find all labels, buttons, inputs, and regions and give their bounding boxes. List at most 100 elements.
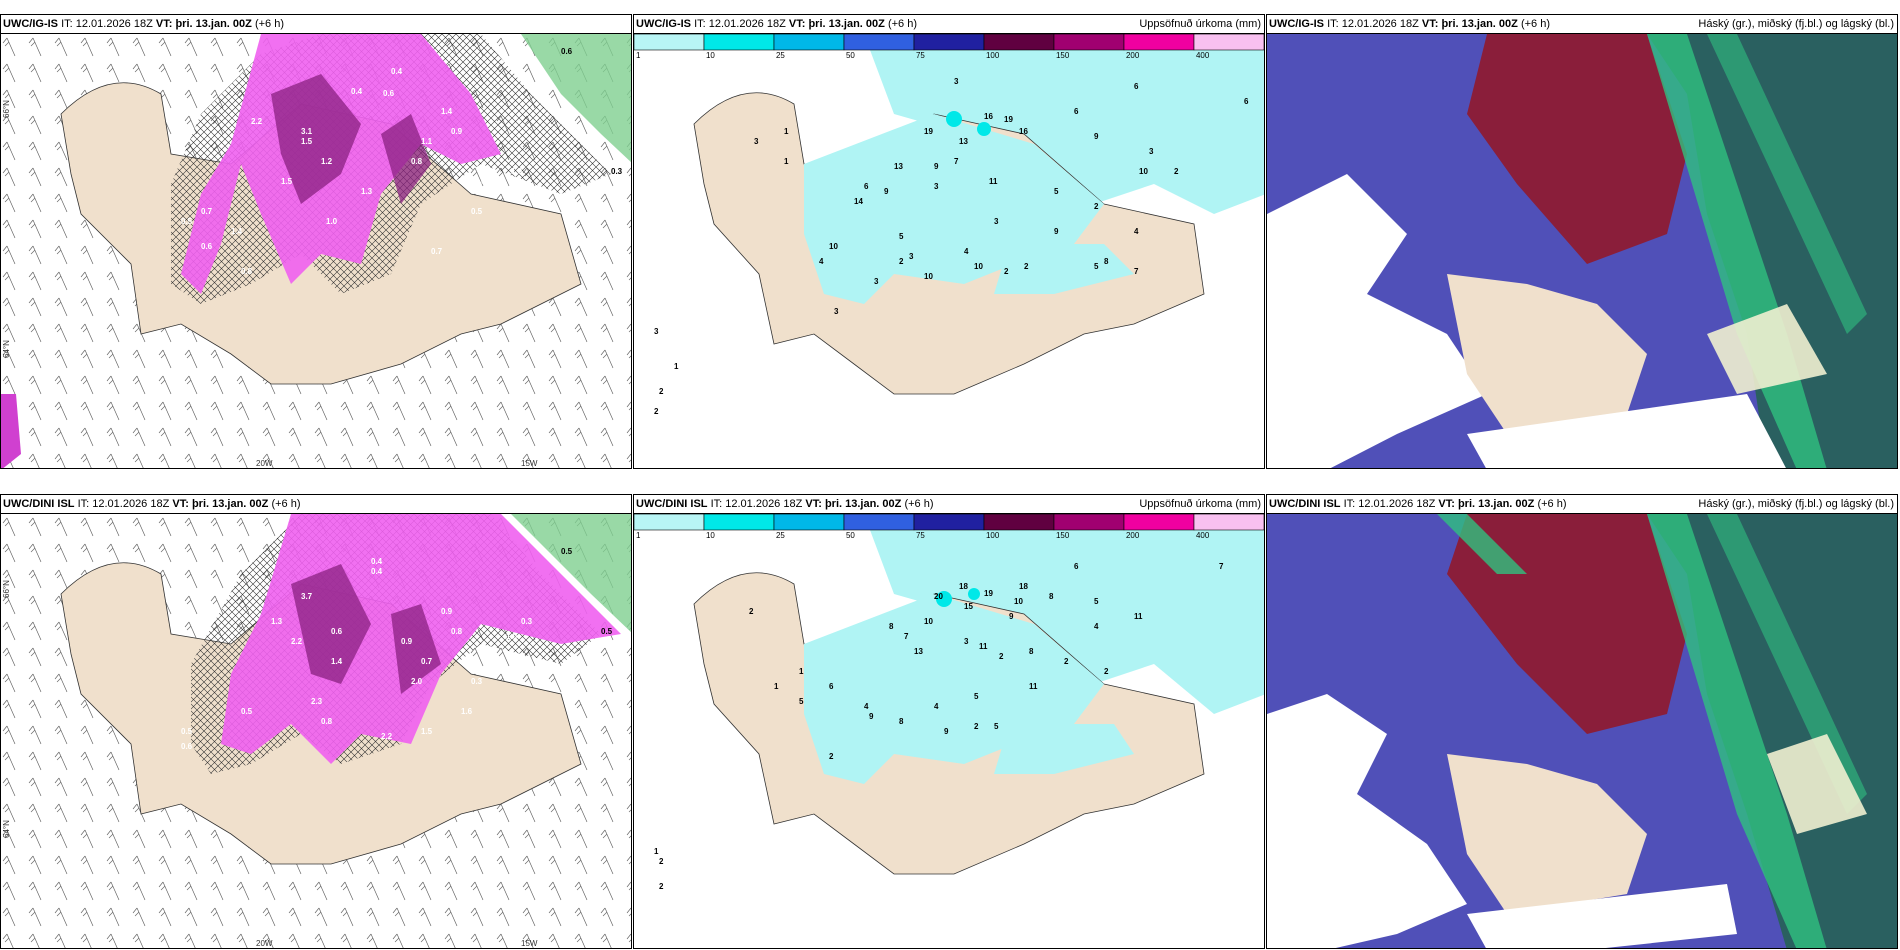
svg-text:1.4: 1.4 bbox=[231, 227, 243, 236]
snow-dark bbox=[291, 564, 441, 694]
svg-text:0.4: 0.4 bbox=[391, 67, 403, 76]
svg-text:9: 9 bbox=[884, 187, 889, 196]
cloud-thin bbox=[1767, 734, 1867, 834]
precip-values-bottom: 2 6 7 18 20 15 19 18 10 8 5 8 10 9 7 13 … bbox=[654, 562, 1224, 891]
svg-text:2.0: 2.0 bbox=[411, 677, 423, 686]
svg-text:5: 5 bbox=[974, 692, 979, 701]
svg-text:3: 3 bbox=[964, 637, 969, 646]
model-name: UWC/IG-IS bbox=[636, 18, 691, 30]
colorbar-swatch bbox=[913, 34, 985, 51]
svg-text:0.5: 0.5 bbox=[241, 707, 253, 716]
snow-corner bbox=[1, 394, 21, 468]
cloud-clear-south bbox=[1467, 394, 1786, 468]
svg-text:0.6: 0.6 bbox=[383, 89, 395, 98]
lead-time: (+6 h) bbox=[254, 18, 284, 30]
svg-text:10: 10 bbox=[924, 617, 933, 626]
colorbar-top: 1 10 25 50 75 100 150 200 400 bbox=[634, 34, 1264, 60]
svg-text:1.4: 1.4 bbox=[441, 107, 453, 116]
svg-text:2: 2 bbox=[1104, 667, 1109, 676]
cloud-clear-sw bbox=[1267, 174, 1487, 468]
colorbar-tick-label: 50 bbox=[846, 51, 855, 60]
svg-text:1: 1 bbox=[784, 127, 789, 136]
colorbar-tick-label: 400 bbox=[1196, 51, 1210, 60]
svg-text:0.5: 0.5 bbox=[181, 217, 193, 226]
panel-header: UWC/DINI ISL IT: 12.01.2026 18Z VT: þri.… bbox=[1, 495, 631, 514]
svg-text:1.6: 1.6 bbox=[461, 707, 473, 716]
colorbar-tick-label: 1 bbox=[636, 531, 641, 540]
precip-heavy-1 bbox=[946, 111, 962, 127]
panel-precip-top[interactable]: UWC/IG-IS IT: 12.01.2026 18Z VT: þri. 13… bbox=[633, 14, 1265, 469]
panel-cloud-bottom[interactable]: UWC/DINI ISL IT: 12.01.2026 18Z VT: þri.… bbox=[1266, 494, 1898, 949]
svg-text:5: 5 bbox=[1094, 597, 1099, 606]
precip-values-top: 3 16 19 13 19 16 6 9 6 3 13 9 7 10 2 1 1… bbox=[654, 77, 1249, 416]
svg-text:19: 19 bbox=[984, 589, 993, 598]
it-value: 12.01.2026 18Z bbox=[92, 498, 170, 510]
svg-text:4: 4 bbox=[964, 247, 969, 256]
svg-text:3: 3 bbox=[909, 252, 914, 261]
svg-text:2: 2 bbox=[999, 652, 1004, 661]
svg-text:3.7: 3.7 bbox=[301, 592, 313, 601]
svg-text:1.5: 1.5 bbox=[421, 727, 433, 736]
snow-dark bbox=[271, 74, 431, 204]
panel-cloud-top[interactable]: UWC/IG-IS IT: 12.01.2026 18Z VT: þri. 13… bbox=[1266, 14, 1898, 469]
svg-text:5: 5 bbox=[799, 697, 804, 706]
vt-label: VT: bbox=[805, 498, 822, 510]
colorbar-tick-label: 150 bbox=[1056, 531, 1070, 540]
svg-text:5: 5 bbox=[899, 232, 904, 241]
svg-text:1.3: 1.3 bbox=[271, 617, 283, 626]
colorbar-swatch bbox=[634, 34, 705, 51]
colorbar-swatch bbox=[1123, 34, 1195, 51]
svg-text:9: 9 bbox=[869, 712, 874, 721]
svg-text:20: 20 bbox=[934, 592, 943, 601]
svg-text:0.3: 0.3 bbox=[611, 167, 623, 176]
it-label: IT: bbox=[694, 18, 706, 30]
cloud-map-top[interactable] bbox=[1267, 34, 1898, 469]
cloud-high-center bbox=[1467, 34, 1687, 264]
panel-snow-top[interactable]: UWC/IG-IS IT: 12.01.2026 18Z VT: þri. 13… bbox=[0, 14, 632, 469]
precip-cyan-north bbox=[864, 34, 1264, 214]
precip-map-bottom[interactable]: 2 6 7 18 20 15 19 18 10 8 5 8 10 9 7 13 … bbox=[634, 514, 1265, 924]
snow-map-bottom[interactable]: 0.5 0.6 1.3 3.7 2.2 2.0 1.4 0.6 2.3 0.5 … bbox=[1, 514, 632, 949]
cloud-clear-south bbox=[1467, 884, 1737, 948]
cloud-map-bottom[interactable] bbox=[1267, 514, 1898, 949]
colorbar-bottom: 1 10 25 50 75 100 150 200 400 bbox=[634, 514, 1264, 540]
svg-text:13: 13 bbox=[914, 647, 923, 656]
svg-text:8: 8 bbox=[899, 717, 904, 726]
svg-text:0.4: 0.4 bbox=[371, 557, 383, 566]
precip-heavy-1 bbox=[936, 591, 952, 607]
colorbar-swatch bbox=[1193, 514, 1264, 531]
svg-text:1: 1 bbox=[654, 847, 659, 856]
svg-text:3: 3 bbox=[994, 217, 999, 226]
colorbar-tick-label: 1 bbox=[636, 51, 641, 60]
vt-label: VT: bbox=[172, 498, 189, 510]
svg-text:0.7: 0.7 bbox=[431, 247, 443, 256]
svg-text:4: 4 bbox=[1094, 622, 1099, 631]
svg-text:7: 7 bbox=[904, 632, 909, 641]
svg-text:1.4: 1.4 bbox=[331, 657, 343, 666]
it-label: IT: bbox=[61, 18, 73, 30]
panel-snow-bottom[interactable]: UWC/DINI ISL IT: 12.01.2026 18Z VT: þri.… bbox=[0, 494, 632, 949]
svg-text:1.0: 1.0 bbox=[506, 632, 518, 641]
colorbar-swatch bbox=[773, 514, 845, 531]
cloud-low-band-west bbox=[1437, 514, 1527, 574]
panel-header: UWC/DINI ISL IT: 12.01.2026 18Z VT: þri.… bbox=[634, 495, 1264, 514]
lead-time: (+6 h) bbox=[1537, 498, 1567, 510]
lead-time: (+6 h) bbox=[887, 18, 917, 30]
snow-map-top[interactable]: 0.6 0.6 1.5 1.4 1.2 3.1 1.5 0.5 0.4 1.0 … bbox=[1, 34, 632, 469]
panel-header: UWC/IG-IS IT: 12.01.2026 18Z VT: þri. 13… bbox=[634, 15, 1264, 34]
precip-heavy-2 bbox=[977, 122, 991, 136]
vt-value: þri. 13.jan. 00Z bbox=[824, 498, 902, 510]
colorbar-tick-label: 10 bbox=[706, 531, 715, 540]
colorbar-tick-label: 150 bbox=[1056, 51, 1070, 60]
precip-map-top[interactable]: 3 16 19 13 19 16 6 9 6 3 13 9 7 10 2 1 1… bbox=[634, 34, 1265, 444]
svg-text:0.5: 0.5 bbox=[471, 207, 483, 216]
panel-precip-bottom[interactable]: UWC/DINI ISL IT: 12.01.2026 18Z VT: þri.… bbox=[633, 494, 1265, 949]
svg-text:3.1: 3.1 bbox=[301, 127, 313, 136]
vt-value: þri. 13.jan. 00Z bbox=[175, 18, 252, 30]
svg-text:3: 3 bbox=[654, 327, 659, 336]
svg-text:0.4: 0.4 bbox=[351, 87, 363, 96]
it-value: 12.01.2026 18Z bbox=[1358, 498, 1436, 510]
vt-value: þri. 13.jan. 00Z bbox=[1441, 18, 1518, 30]
it-label: IT: bbox=[1343, 498, 1356, 510]
svg-text:0.8: 0.8 bbox=[241, 267, 253, 276]
